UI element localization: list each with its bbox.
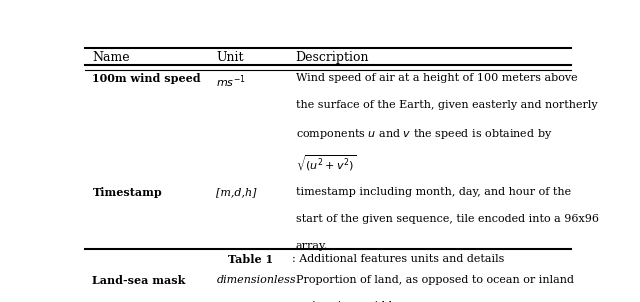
- Text: the surface of the Earth, given easterly and northerly: the surface of the Earth, given easterly…: [296, 100, 597, 110]
- Text: Timestamp: Timestamp: [92, 187, 162, 198]
- Text: [m,d,h]: [m,d,h]: [216, 187, 257, 198]
- Text: dimensionless: dimensionless: [216, 275, 296, 284]
- Text: array.: array.: [296, 241, 328, 251]
- Text: components $u$ and $v$ the speed is obtained by: components $u$ and $v$ the speed is obta…: [296, 127, 552, 141]
- Text: waters in a grid box: waters in a grid box: [296, 301, 408, 302]
- Text: timestamp including month, day, and hour of the: timestamp including month, day, and hour…: [296, 187, 571, 198]
- Text: $ms^{-1}$: $ms^{-1}$: [216, 73, 246, 90]
- Text: start of the given sequence, tile encoded into a 96x96: start of the given sequence, tile encode…: [296, 214, 599, 224]
- Text: Land-sea mask: Land-sea mask: [92, 275, 186, 286]
- Text: 100m wind speed: 100m wind speed: [92, 73, 201, 85]
- Text: : Additional features units and details: : Additional features units and details: [292, 254, 504, 264]
- Text: Wind speed of air at a height of 100 meters above: Wind speed of air at a height of 100 met…: [296, 73, 577, 83]
- Text: Unit: Unit: [216, 51, 244, 64]
- Text: Name: Name: [92, 51, 130, 64]
- Text: Table 1: Table 1: [228, 253, 273, 265]
- Text: Description: Description: [296, 51, 369, 64]
- Text: $\sqrt{(u^2+v^2)}$: $\sqrt{(u^2+v^2)}$: [296, 154, 356, 173]
- Text: Proportion of land, as opposed to ocean or inland: Proportion of land, as opposed to ocean …: [296, 275, 574, 284]
